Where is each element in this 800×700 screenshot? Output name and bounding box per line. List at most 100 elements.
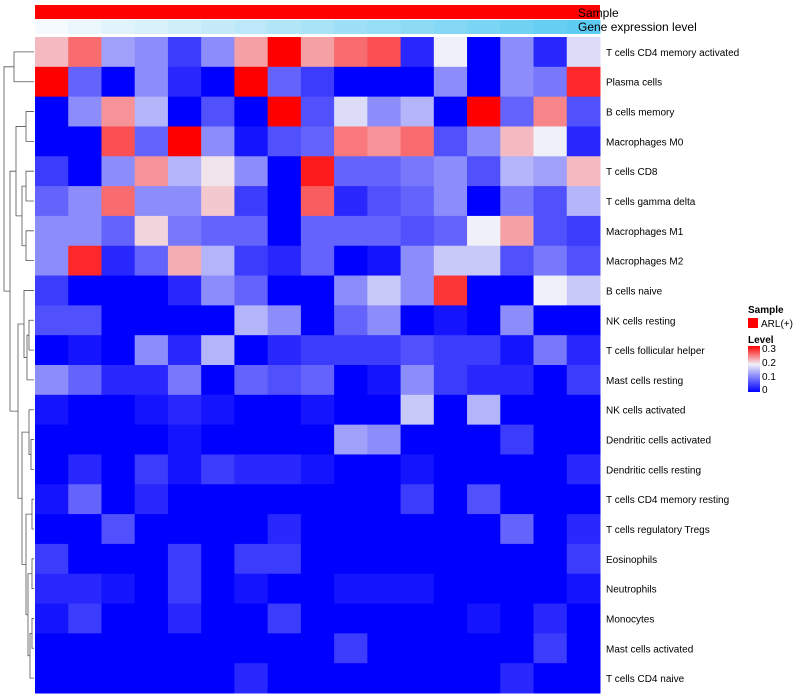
heatmap-cell [566,543,601,575]
heatmap-cell [500,394,535,426]
heatmap-cell [234,424,269,455]
heatmap-cell [533,126,568,157]
heatmap-cell [400,573,435,605]
heatmap-cell [35,66,69,98]
heatmap-cell [334,275,368,306]
heatmap-cell [433,215,468,247]
heatmap-cell [467,245,501,277]
heatmap-cell [566,37,601,68]
row-label: Neutrophils [606,585,657,596]
heatmap-cell [500,663,535,694]
heatmap-cell [134,126,169,157]
heatmap-cell [300,633,335,664]
heatmap-cell [101,514,136,545]
heatmap-cell [566,424,601,455]
expression-annotation-cell [334,20,368,34]
heatmap-cell [167,394,202,426]
dendrogram-branch [21,431,29,565]
heatmap-cell [334,543,368,575]
heatmap-cell [234,275,269,306]
heatmap-cell [134,603,169,634]
heatmap-cell [101,633,136,664]
level-tick: 0 [762,385,768,396]
heatmap-cell [400,335,435,366]
heatmap-cell [300,156,335,187]
heatmap-cell [367,156,402,187]
heatmap-cell [533,245,568,277]
heatmap-cell [234,96,269,127]
heatmap-cell [533,275,568,306]
dendrogram-branch [25,111,34,142]
dendrogram-branch [25,230,34,262]
heatmap-cell [134,514,169,545]
heatmap-cell [68,66,102,98]
heatmap-cell [300,96,335,127]
heatmap-cell [201,454,235,485]
heatmap-cell [134,66,169,98]
heatmap-cell [201,156,235,187]
heatmap-cell [267,394,302,426]
heatmap-cell [201,37,235,68]
row-label: T cells regulatory Tregs [606,525,710,536]
legend-swatch-arl [748,318,758,328]
heatmap-cell [400,365,435,396]
heatmap-cell [35,365,69,396]
heatmap-cell [300,663,335,694]
heatmap-cell [433,96,468,127]
heatmap-cell [566,305,601,336]
heatmap-cell [234,66,269,98]
heatmap-cell [68,514,102,545]
heatmap-cell [201,603,235,634]
heatmap-cell [267,543,302,575]
heatmap-cell [68,186,102,217]
heatmap-cell [201,543,235,575]
heatmap-cell [267,573,302,605]
expression-annotation-cell [167,20,202,34]
heatmap-cell [101,275,136,306]
heatmap-cell [68,424,102,455]
dendrogram-branch [31,558,34,590]
heatmap-cell [300,126,335,157]
heatmap-cell [300,424,335,455]
heatmap-cell [234,514,269,545]
heatmap-cell [267,365,302,396]
heatmap-cell [300,394,335,426]
heatmap-cell [201,484,235,515]
heatmap-cell [500,603,535,634]
sample-annotation-bar [35,5,600,19]
row-label: T cells CD4 memory resting [606,495,729,506]
heatmap-cell [234,633,269,664]
heatmap-cell [134,215,169,247]
heatmap-cell [367,573,402,605]
heatmap-cell [467,305,501,336]
heatmap-cell [134,335,169,366]
heatmap-cell [35,633,69,664]
dendrogram-branch [26,334,34,381]
heatmap-cell [566,663,601,694]
heatmap-cell [134,394,169,426]
heatmap-cell [201,275,235,306]
row-label: Macrophages M0 [606,137,684,148]
expression-annotation-cell [35,20,69,34]
heatmap-cell [101,394,136,426]
heatmap-cell [500,215,535,247]
heatmap-cell [433,633,468,664]
heatmap-cell [201,394,235,426]
heatmap-cell [134,543,169,575]
heatmap-cell [35,335,69,366]
heatmap-cell [533,454,568,485]
expression-annotation-cell [234,20,269,34]
heatmap-cell [68,37,102,68]
dendrogram-branch [25,170,34,202]
heatmap-cell [300,335,335,366]
heatmap-cell [300,543,335,575]
heatmap-cell [367,603,402,634]
dendrogram-branch [30,439,34,470]
heatmap-cell [566,603,601,634]
expression-annotation-cell [533,20,568,34]
heatmap-cell [35,126,69,157]
heatmap-cell [500,484,535,515]
heatmap-cell [334,633,368,664]
heatmap-cell [167,156,202,187]
expression-annotation-cell [267,20,302,34]
